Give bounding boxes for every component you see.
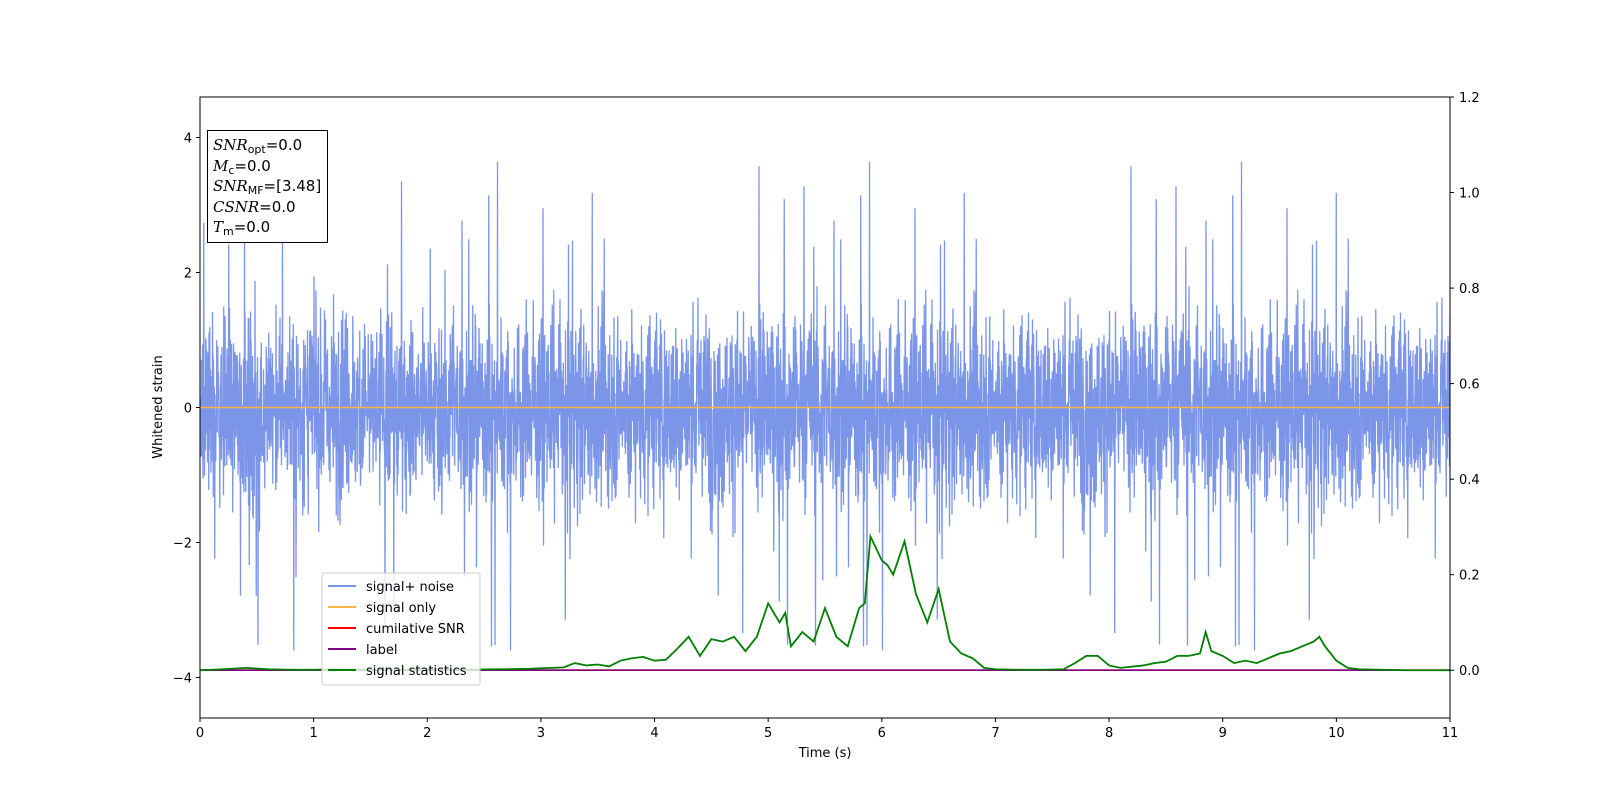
x-tick-label: 6 bbox=[878, 726, 886, 741]
x-tick-label: 11 bbox=[1442, 726, 1459, 741]
legend-label-noise: signal+ noise bbox=[366, 580, 454, 595]
chirp-mass-line: Mc=0.0 bbox=[213, 156, 271, 177]
series-signal-plus-noise bbox=[200, 161, 1450, 651]
legend-label-cumulative-snr: cumilative SNR bbox=[366, 622, 465, 637]
y-tick-label: −2 bbox=[173, 537, 192, 552]
y-tick-label: 0 bbox=[184, 402, 192, 417]
legend-label-label: label bbox=[366, 643, 397, 658]
legend: signal+ noise signal only cumilative SNR… bbox=[321, 572, 481, 686]
y-axis-label: Whitened strain bbox=[151, 355, 166, 458]
legend-label-signal: signal only bbox=[366, 601, 436, 616]
x-axis-label: Time (s) bbox=[798, 746, 852, 761]
x-tick-label: 5 bbox=[764, 726, 772, 741]
x-tick-label: 0 bbox=[196, 726, 204, 741]
x-tick-label: 8 bbox=[1105, 726, 1113, 741]
x-tick-label: 3 bbox=[537, 726, 545, 741]
x-tick-label: 1 bbox=[309, 726, 317, 741]
csnr-line: CSNR=0.0 bbox=[213, 197, 296, 216]
y-right-tick-label: 0.6 bbox=[1459, 378, 1480, 393]
snr-opt-line: SNRopt=0.0 bbox=[213, 136, 303, 156]
y-tick-label: −4 bbox=[173, 672, 192, 687]
series-signal-statistics bbox=[200, 533, 1450, 672]
y-right-tick-label: 0.0 bbox=[1459, 664, 1480, 679]
y-right-tick-label: 0.4 bbox=[1459, 473, 1480, 488]
x-tick-label: 9 bbox=[1219, 726, 1227, 741]
y-right-tick-label: 1.0 bbox=[1459, 187, 1480, 202]
legend-frame bbox=[321, 572, 481, 686]
y-right-tick-label: 1.2 bbox=[1459, 91, 1480, 106]
x-tick-label: 7 bbox=[991, 726, 999, 741]
y-tick-label: 2 bbox=[184, 267, 192, 282]
x-tick-label: 10 bbox=[1328, 726, 1345, 741]
y-right-tick-label: 0.2 bbox=[1459, 569, 1480, 584]
parameter-info-box: SNRopt=0.0 Mc=0.0 SNRMF=[3.48] CSNR=0.0 … bbox=[207, 130, 329, 243]
x-tick-label: 2 bbox=[423, 726, 431, 741]
y-tick-label: 4 bbox=[184, 132, 192, 147]
x-tick-label: 4 bbox=[650, 726, 658, 741]
snr-mf-line: SNRMF=[3.48] bbox=[213, 177, 322, 197]
legend-label-statistics: signal statistics bbox=[366, 664, 467, 679]
y-right-tick-label: 0.8 bbox=[1459, 282, 1480, 297]
merger-time-line: Tm=0.0 bbox=[213, 218, 271, 238]
